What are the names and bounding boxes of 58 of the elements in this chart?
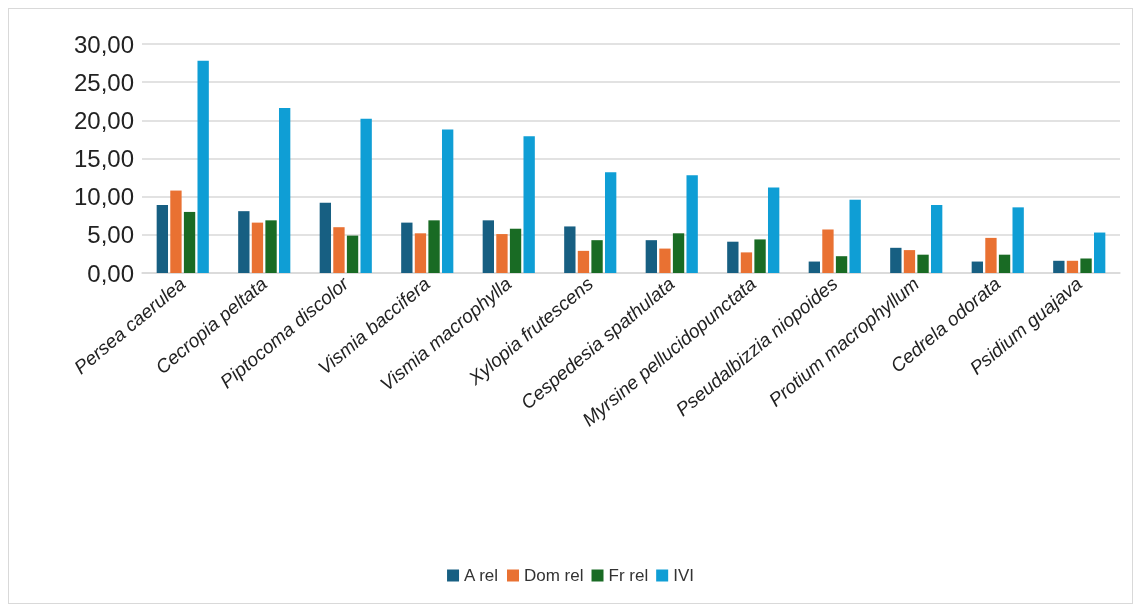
bar bbox=[278, 108, 291, 273]
y-tick-label: 20,00 bbox=[73, 106, 134, 134]
bar bbox=[238, 211, 250, 273]
bar bbox=[591, 240, 603, 273]
bar bbox=[686, 175, 698, 273]
y-tick-label: 25,00 bbox=[73, 68, 134, 96]
bar bbox=[727, 241, 739, 273]
bar bbox=[414, 233, 427, 273]
bar bbox=[156, 205, 169, 273]
bar bbox=[482, 220, 495, 273]
legend-label: Dom rel bbox=[524, 566, 584, 585]
legend-label: Fr rel bbox=[608, 566, 649, 585]
bar bbox=[998, 254, 1011, 273]
bar bbox=[971, 261, 984, 273]
bar bbox=[251, 222, 264, 273]
y-tick-label: 10,00 bbox=[73, 183, 134, 211]
bar bbox=[890, 247, 902, 273]
bar bbox=[808, 261, 821, 273]
y-tick-label: 15,00 bbox=[73, 145, 134, 172]
bar bbox=[767, 187, 780, 273]
bar bbox=[564, 226, 576, 273]
bar bbox=[401, 222, 413, 273]
bar bbox=[170, 190, 182, 273]
bar bbox=[428, 220, 440, 273]
bar bbox=[985, 237, 997, 273]
bar bbox=[183, 211, 196, 273]
bar bbox=[659, 248, 671, 273]
bar bbox=[197, 60, 209, 273]
bar bbox=[645, 240, 658, 273]
bar bbox=[604, 172, 617, 273]
bar bbox=[1053, 260, 1065, 273]
bar bbox=[903, 250, 916, 273]
bar bbox=[1012, 207, 1024, 273]
bar bbox=[523, 136, 535, 273]
bar bbox=[319, 202, 332, 273]
legend-label: A rel bbox=[464, 566, 499, 585]
bar bbox=[265, 220, 277, 273]
bar bbox=[835, 256, 848, 273]
bar bbox=[346, 235, 359, 273]
bar bbox=[577, 250, 590, 273]
bar bbox=[740, 252, 753, 273]
bar bbox=[360, 118, 372, 273]
bar bbox=[333, 227, 345, 273]
y-tick-label: 30,00 bbox=[73, 30, 134, 58]
bar bbox=[917, 254, 929, 273]
bar bbox=[754, 239, 766, 273]
bar bbox=[509, 228, 522, 273]
bar bbox=[849, 199, 861, 273]
bar bbox=[822, 229, 834, 273]
bar bbox=[672, 233, 685, 273]
bar bbox=[441, 129, 454, 273]
bar bbox=[496, 234, 508, 273]
bar bbox=[1080, 258, 1092, 273]
y-tick-label: 5,00 bbox=[87, 221, 134, 249]
bar bbox=[930, 205, 943, 273]
bar bbox=[1066, 260, 1079, 273]
bar bbox=[1093, 232, 1106, 273]
legend-label: IVI bbox=[673, 566, 694, 585]
